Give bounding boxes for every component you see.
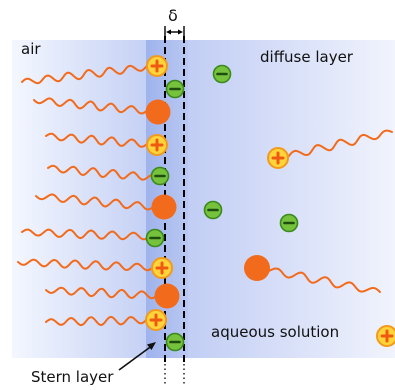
delta-label: δ bbox=[168, 6, 178, 25]
anion bbox=[279, 213, 299, 233]
surfactant-tail bbox=[35, 193, 165, 211]
cation-headgroup bbox=[145, 309, 167, 331]
delta-marker bbox=[164, 26, 185, 38]
anion bbox=[165, 79, 185, 99]
surfactant-tail bbox=[17, 258, 164, 272]
cation-headgroup bbox=[267, 147, 289, 169]
surfactant-tail bbox=[45, 315, 157, 327]
cation-headgroup bbox=[151, 257, 173, 279]
anion bbox=[150, 166, 170, 186]
anion bbox=[165, 332, 185, 352]
neutral-headgroup bbox=[154, 283, 180, 309]
surfactant-tail bbox=[33, 97, 158, 115]
surfactant-tails bbox=[17, 63, 393, 327]
neutral-headgroup bbox=[244, 255, 270, 281]
anion bbox=[203, 200, 223, 220]
anion bbox=[212, 64, 232, 84]
particles bbox=[145, 55, 395, 352]
surfactant-tail bbox=[21, 63, 157, 85]
cation-headgroup bbox=[146, 134, 168, 156]
cation-headgroup bbox=[146, 55, 168, 77]
cation-headgroup bbox=[376, 325, 395, 347]
stern-layer-arrow bbox=[118, 342, 156, 371]
stern-layer-label: Stern layer bbox=[31, 368, 114, 386]
surfactant-tail bbox=[257, 267, 381, 293]
surfactant-tail bbox=[21, 228, 161, 241]
diffuse-region bbox=[188, 40, 395, 358]
neutral-headgroup bbox=[145, 99, 171, 125]
diffuse-layer-label: diffuse layer bbox=[260, 48, 353, 66]
surfactant-tail bbox=[277, 129, 393, 161]
air-label: air bbox=[21, 40, 41, 58]
aqueous-solution-label: aqueous solution bbox=[211, 323, 340, 341]
anion bbox=[145, 228, 165, 248]
neutral-headgroup bbox=[151, 194, 177, 220]
surfactant-tail bbox=[45, 286, 168, 300]
surfactant-tail bbox=[45, 132, 158, 148]
surfactant-tail bbox=[47, 164, 159, 181]
